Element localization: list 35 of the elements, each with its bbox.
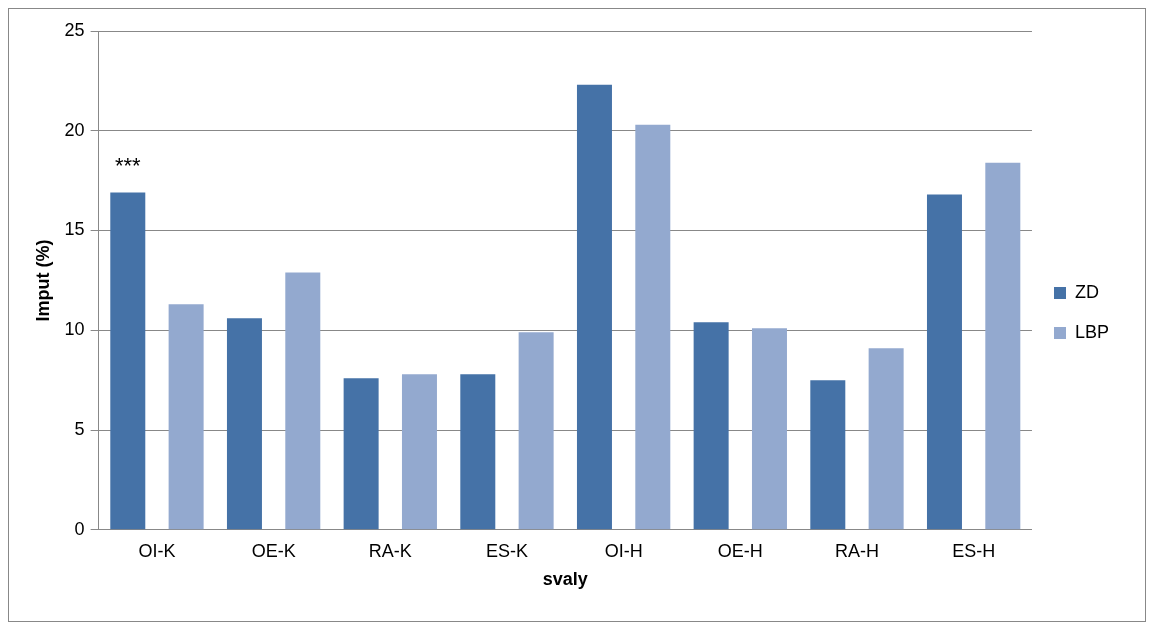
bar [226,318,262,530]
bar [460,374,496,530]
bar [985,162,1021,530]
y-tick-label: 15 [64,219,85,240]
bar [110,192,146,530]
x-tick-label: OE-H [717,540,763,561]
y-axis-title: Imput (%) [32,239,53,322]
legend-label: ZD [1074,281,1099,302]
bar [168,304,204,530]
y-tick-label: 20 [64,119,85,140]
bar [285,272,321,530]
legend-label: LBP [1074,321,1110,342]
annotation: *** [114,152,142,178]
y-tick-label: 0 [74,518,85,539]
x-axis-title: svaly [542,569,588,590]
bar [518,332,554,530]
x-tick-label: OI-K [138,540,176,561]
y-tick-label: 10 [64,319,85,340]
x-tick-label: RA-H [834,540,879,561]
x-tick-label: RA-K [368,540,412,561]
bar [868,348,904,530]
x-tick-label: ES-K [485,540,528,561]
bar [810,380,846,530]
bar [751,328,787,530]
bar [343,378,379,530]
bar [635,124,671,530]
x-tick-label: ES-H [952,540,996,561]
bar [926,194,962,530]
bar [576,84,612,530]
bar [693,322,729,530]
x-tick-label: OI-H [604,540,643,561]
x-tick-label: OE-K [251,540,296,561]
y-tick-label: 5 [74,419,85,440]
bar [401,374,437,530]
y-tick-label: 25 [64,19,85,40]
